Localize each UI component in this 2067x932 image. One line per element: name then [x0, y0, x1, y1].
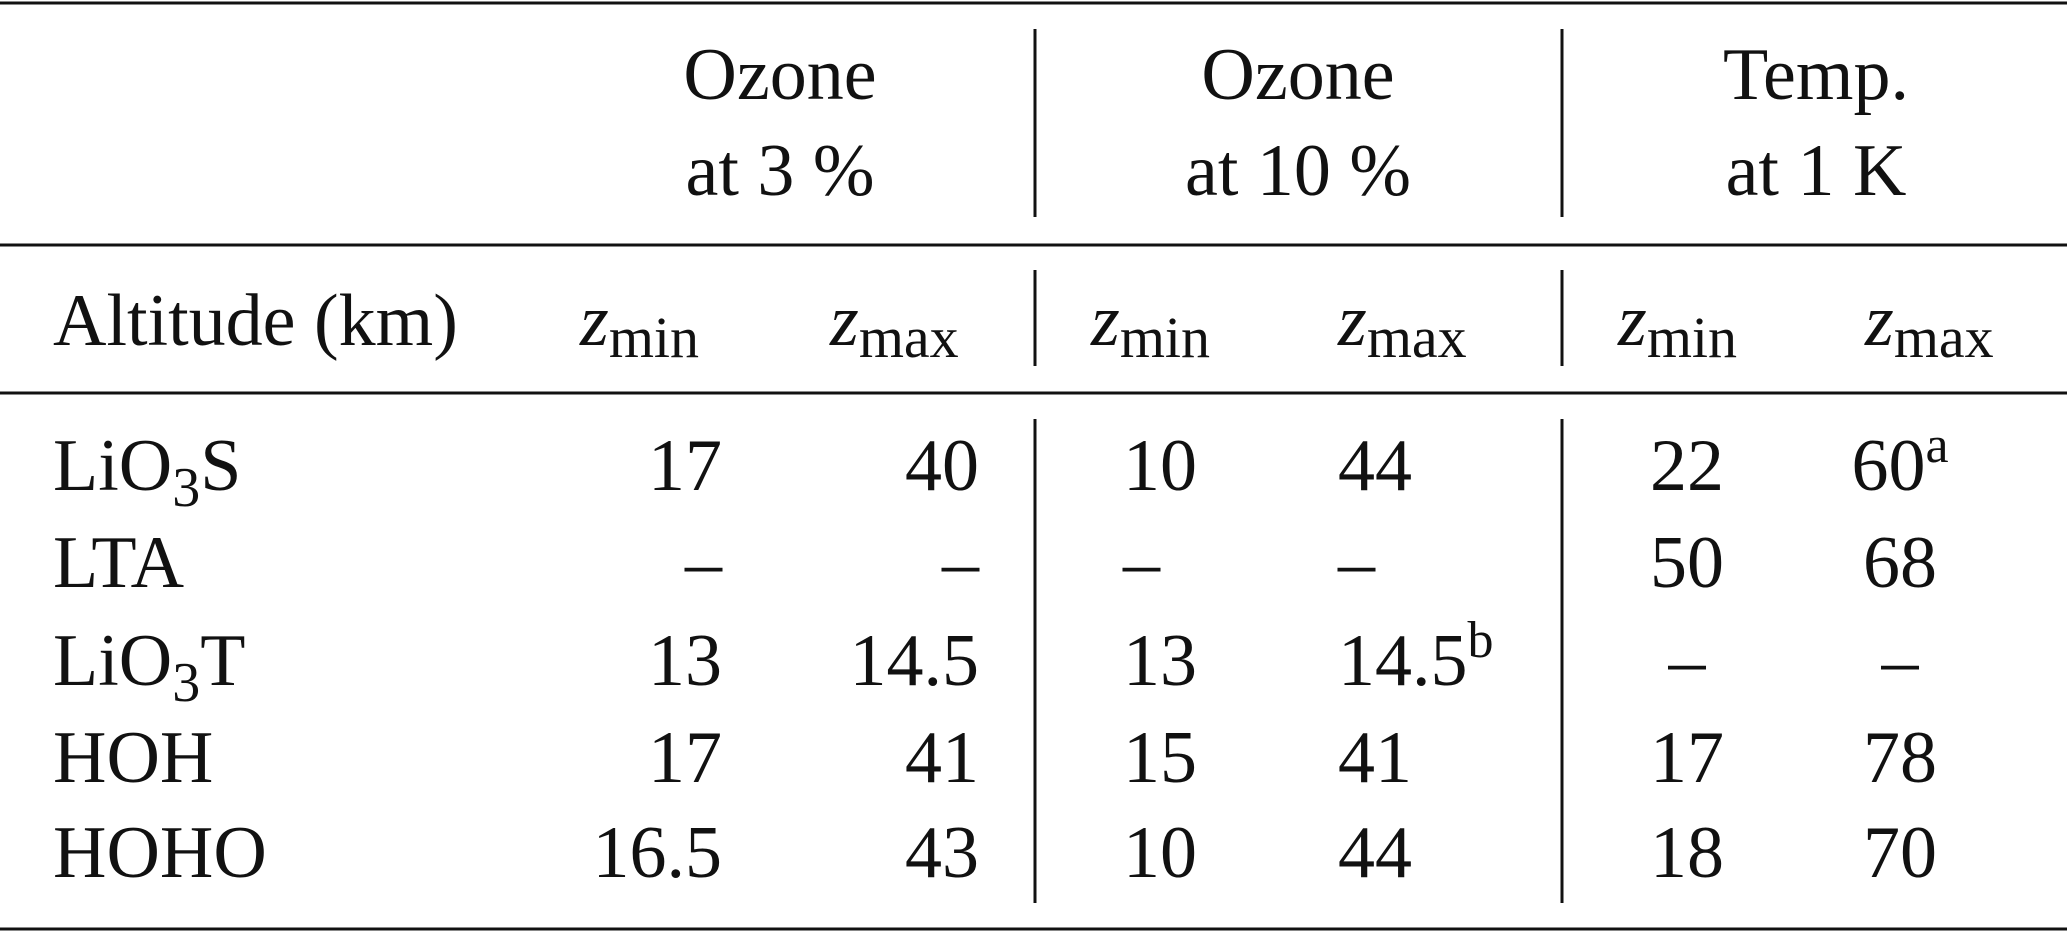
row-label: LTA [53, 522, 184, 604]
row-label: HOHO [53, 812, 267, 894]
row-label: LiO3T [53, 620, 245, 714]
superscript: b [1468, 612, 1494, 669]
cell-value: 14.5 [1338, 620, 1468, 702]
subscript: max [1894, 305, 1994, 370]
cell: – [1122, 522, 1161, 604]
group-title: Ozone [1201, 34, 1394, 116]
row-label: HOH [53, 717, 213, 799]
cell: 22 [1650, 425, 1724, 507]
cell: – [1881, 620, 1920, 702]
subscript: 3 [172, 457, 200, 519]
cell: 44 [1338, 425, 1412, 507]
label-part: T [200, 620, 245, 702]
label-part: S [200, 425, 241, 507]
column-header: zmin [579, 280, 699, 370]
symbol: z [1617, 280, 1647, 362]
cell: 10 [1123, 812, 1197, 894]
label-part: LTA [53, 522, 184, 604]
cell: 10 [1123, 425, 1197, 507]
column-header: zmax [1864, 280, 1994, 370]
cell: 60a [1851, 417, 1948, 507]
subscript: min [1120, 305, 1210, 370]
cell-value: 60 [1851, 425, 1925, 507]
symbol: z [829, 280, 859, 362]
group-subtitle: at 3 % [685, 130, 874, 212]
symbol: z [1337, 280, 1367, 362]
column-header: zmin [1617, 280, 1737, 370]
cell: 70 [1863, 812, 1937, 894]
column-header: zmin [1090, 280, 1210, 370]
subscript: max [1367, 305, 1467, 370]
column-header: zmax [1337, 280, 1467, 370]
cell: – [941, 522, 980, 604]
group-subtitle: at 10 % [1185, 130, 1411, 212]
cell: 13 [1123, 620, 1197, 702]
subscript: 3 [172, 652, 200, 714]
cell: 68 [1863, 522, 1937, 604]
cell: 43 [905, 812, 979, 894]
symbol: z [1864, 280, 1894, 362]
cell: 16.5 [593, 812, 723, 894]
cell: 41 [1338, 717, 1412, 799]
cell: 50 [1650, 522, 1724, 604]
cell: 17 [648, 717, 722, 799]
cell: 13 [648, 620, 722, 702]
label-part: LiO [53, 620, 172, 702]
group-subtitle: at 1 K [1726, 130, 1907, 212]
cell: 78 [1863, 717, 1937, 799]
label-part: HOHO [53, 812, 267, 894]
subscript: min [1647, 305, 1737, 370]
row-label: LiO3S [53, 425, 241, 519]
group-title: Ozone [683, 34, 876, 116]
cell: 14.5 [850, 620, 980, 702]
label-part: HOH [53, 717, 213, 799]
symbol: z [1090, 280, 1120, 362]
cell: 17 [1650, 717, 1724, 799]
column-header: zmax [829, 280, 959, 370]
group-title: Temp. [1723, 34, 1909, 116]
cell: 17 [648, 425, 722, 507]
cell: 14.5b [1338, 612, 1494, 702]
superscript: a [1925, 417, 1948, 474]
column-separators [1033, 29, 1564, 903]
subscript: max [859, 305, 959, 370]
cell: – [1337, 522, 1376, 604]
cell: 44 [1338, 812, 1412, 894]
label-part: LiO [53, 425, 172, 507]
cell: 40 [905, 425, 979, 507]
symbol: z [579, 280, 609, 362]
cell: – [684, 522, 723, 604]
row-label-header: Altitude (km) [53, 280, 458, 362]
cell: – [1668, 620, 1707, 702]
cell: 15 [1123, 717, 1197, 799]
cell: 18 [1650, 812, 1724, 894]
subscript: min [609, 305, 699, 370]
cell: 41 [905, 717, 979, 799]
